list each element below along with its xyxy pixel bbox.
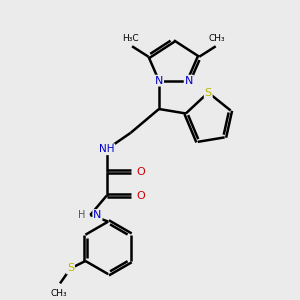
Text: CH₃: CH₃ <box>50 289 67 298</box>
Text: N: N <box>93 210 102 220</box>
Text: NH: NH <box>99 144 114 154</box>
Text: N: N <box>184 76 193 85</box>
Text: N: N <box>155 76 163 85</box>
Text: S: S <box>205 88 212 98</box>
Text: O: O <box>136 190 145 201</box>
Text: H₃C: H₃C <box>122 34 139 43</box>
Text: O: O <box>136 167 145 177</box>
Text: H: H <box>77 210 85 220</box>
Text: S: S <box>67 263 74 274</box>
Text: CH₃: CH₃ <box>209 34 226 43</box>
